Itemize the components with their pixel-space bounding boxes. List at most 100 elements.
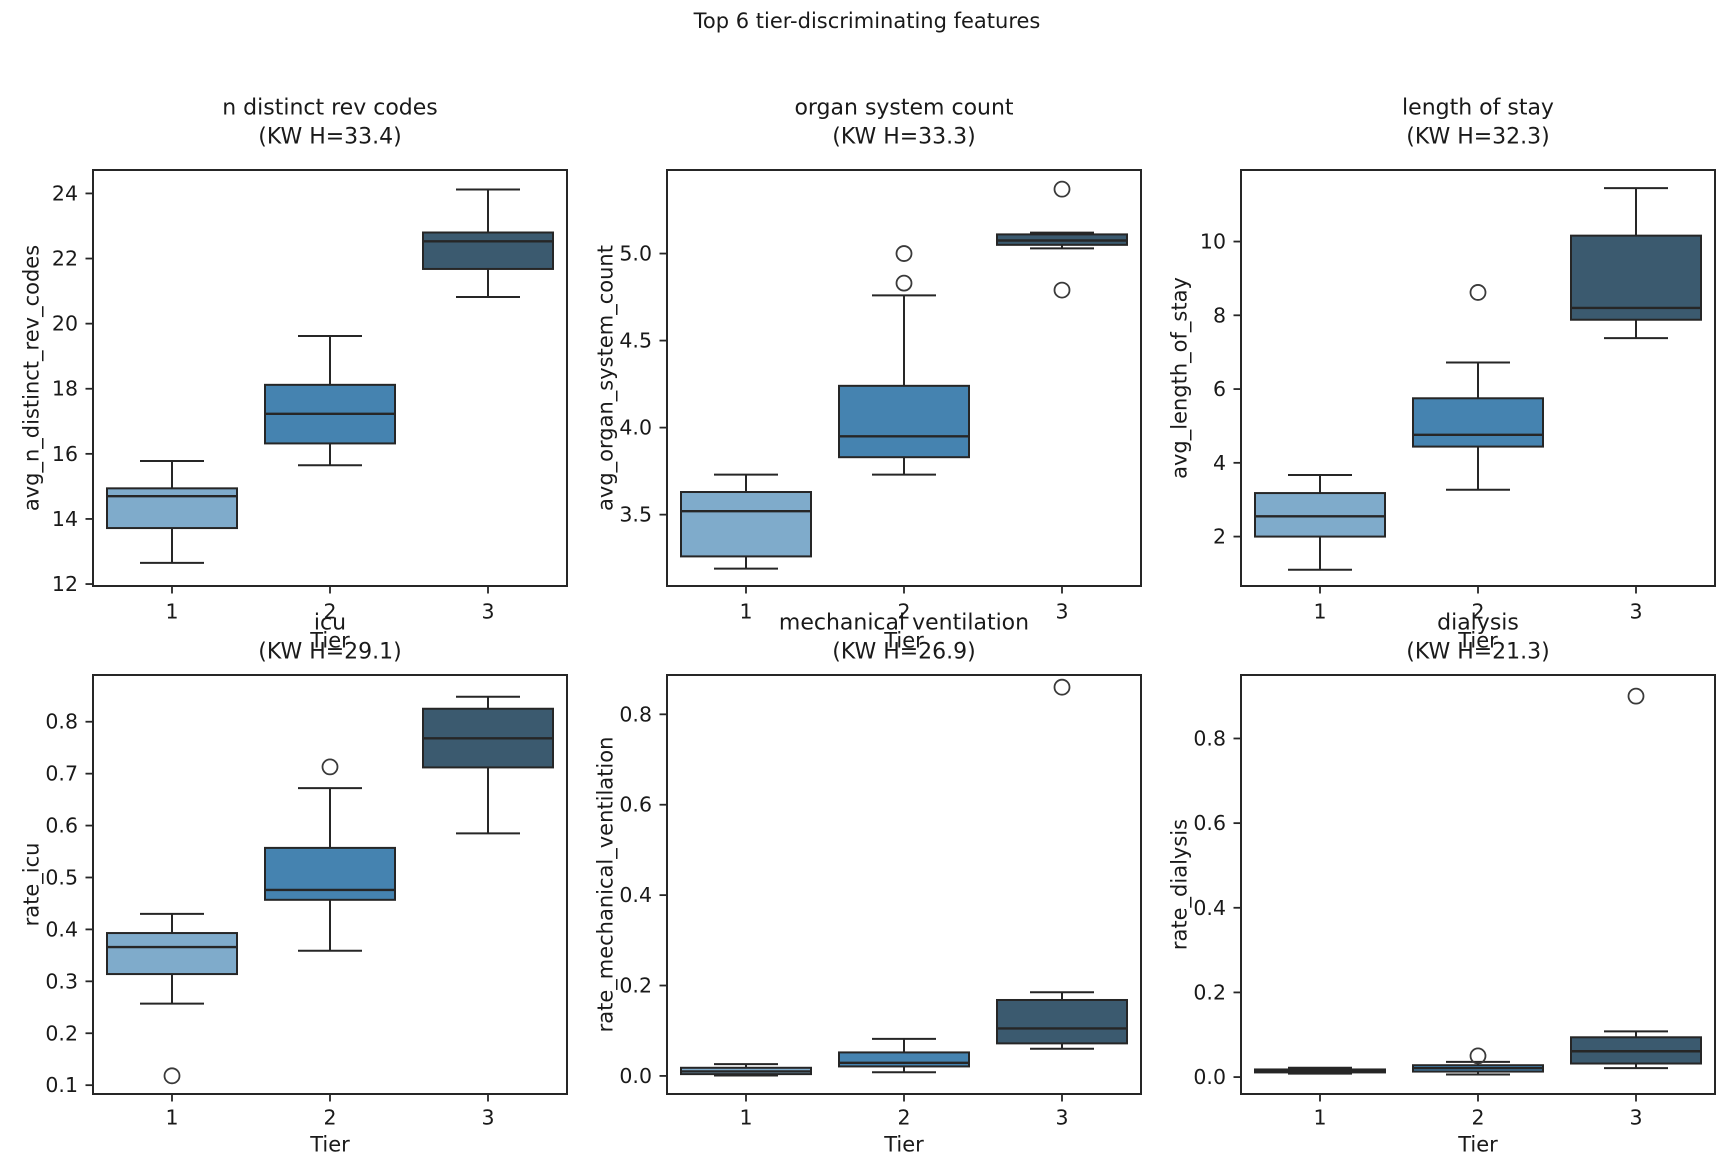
subplot-subtitle: (KW H=29.1) [258,640,402,665]
iqr-box [838,1051,970,1068]
x-tick-label: 1 [165,1106,178,1130]
flier-point [1469,1047,1487,1065]
flier-point [1469,284,1487,301]
subplot-dialysis: dialysis (KW H=21.3) 0.0 0.2 0.4 0.6 0.8 1 2 3 rat… [1167,611,1716,1157]
flier-point [895,274,913,292]
subplot-title: length of stay [1402,96,1554,121]
box-tier-3 [1570,187,1702,340]
subplot-subtitle: (KW H=33.3) [832,125,976,150]
x-axis-label: Tier [309,1133,350,1157]
box-tier-2 [264,335,396,467]
subplot-icu: icu (KW H=29.1) 0.1 0.2 0.3 0.4 0.5 0.6 0.7 0.8 1 2… [19,611,568,1157]
x-tick-label: 1 [739,600,752,624]
axes-frame [92,169,568,587]
y-tick-label: 0.4 [1193,896,1226,920]
box-tier-1 [1254,473,1386,571]
flier-point [321,758,339,776]
x-tick-label: 2 [1471,600,1484,624]
x-axis-label: Tier [309,629,350,653]
flier-point [1053,281,1071,299]
y-tick-label: 24 [52,181,78,205]
y-tick-label: 0.6 [619,793,652,817]
x-tick-label: 2 [897,600,910,624]
box-tier-1 [680,473,812,570]
y-tick-label: 0.7 [45,762,78,786]
subplot-subtitle: (KW H=21.3) [1406,640,1550,665]
subplot-title: icu [314,611,346,636]
flier-point [1053,678,1071,696]
x-axis-label: Tier [1457,629,1498,653]
y-tick-label: 0.6 [45,814,78,838]
x-tick-label: 3 [481,600,494,624]
y-tick-label: 4 [1213,451,1226,475]
x-axis-label: Tier [1457,1133,1498,1157]
iqr-box [1412,397,1544,448]
y-tick-label: 0.0 [1193,1065,1226,1089]
iqr-box [264,846,396,901]
y-tick-label: 22 [52,247,78,271]
y-tick-label: 0.3 [45,969,78,993]
y-tick-label: 18 [52,377,78,401]
box-tier-2 [838,245,970,476]
box-tier-3 [996,180,1128,299]
axes-frame [1240,169,1716,587]
box-tier-1 [680,1063,812,1077]
subplot-subtitle: (KW H=26.9) [832,640,976,665]
y-tick-label: 12 [52,572,78,596]
axes-frame [666,674,1142,1095]
box-tier-2 [264,758,396,952]
iqr-box [106,487,238,530]
subplot-n-distinct-rev-codes: n distinct rev codes(KW H=33.4)121416182… [19,96,568,653]
subplot-title: mechanical ventilation [779,611,1029,636]
iqr-box [106,932,238,976]
iqr-box [422,231,554,270]
box-tier-2 [1412,284,1544,491]
box-tier-3 [422,188,554,298]
y-tick-label: 8 [1213,303,1226,327]
box-tier-3 [1570,687,1702,1070]
box-tier-1 [1254,1066,1386,1075]
y-tick-label: 0.1 [45,1073,78,1097]
subplot-title: n distinct rev codes [222,96,438,121]
box-tier-1 [106,460,238,564]
y-tick-label: 0.8 [45,710,78,734]
y-tick-label: 16 [52,442,78,466]
axes-frame [666,169,1142,587]
y-tick-label: 0.2 [619,974,652,998]
y-tick-label: 3.5 [619,503,652,527]
box-tier-3 [422,695,554,835]
y-tick-label: 6 [1213,377,1226,401]
x-tick-label: 2 [323,1106,336,1130]
y-axis-label: avg_organ_system_count [593,245,618,511]
subplot-title: dialysis [1437,611,1519,636]
figure-title: Top 6 tier-discriminating features [693,9,1041,33]
x-tick-label: 2 [323,600,336,624]
box-tier-2 [838,1037,970,1074]
x-tick-label: 1 [165,600,178,624]
y-tick-label: 0.8 [1193,726,1226,750]
x-tick-label: 1 [739,1106,752,1130]
box-tier-2 [1412,1047,1544,1076]
iqr-box [680,491,812,558]
x-tick-label: 3 [1629,1106,1642,1130]
y-tick-label: 0.6 [1193,811,1226,835]
y-tick-label: 10 [1200,230,1226,254]
subplot-subtitle: (KW H=33.4) [258,125,402,150]
x-tick-label: 3 [1629,600,1642,624]
flier-point [1053,180,1071,198]
y-axis-label: rate_mechanical_ventilation [593,737,618,1033]
box-tier-3 [996,678,1128,1050]
y-tick-label: 20 [52,312,78,336]
y-tick-label: 14 [52,507,78,531]
y-tick-label: 0.4 [619,883,652,907]
y-tick-label: 0.0 [619,1064,652,1088]
flier-point [1627,687,1645,705]
x-tick-label: 3 [1055,600,1068,624]
y-axis-label: avg_n_distinct_rev_codes [19,245,44,511]
x-tick-label: 3 [481,1106,494,1130]
iqr-box [996,998,1128,1045]
subplot-title: organ system count [794,96,1013,121]
x-tick-label: 2 [897,1106,910,1130]
